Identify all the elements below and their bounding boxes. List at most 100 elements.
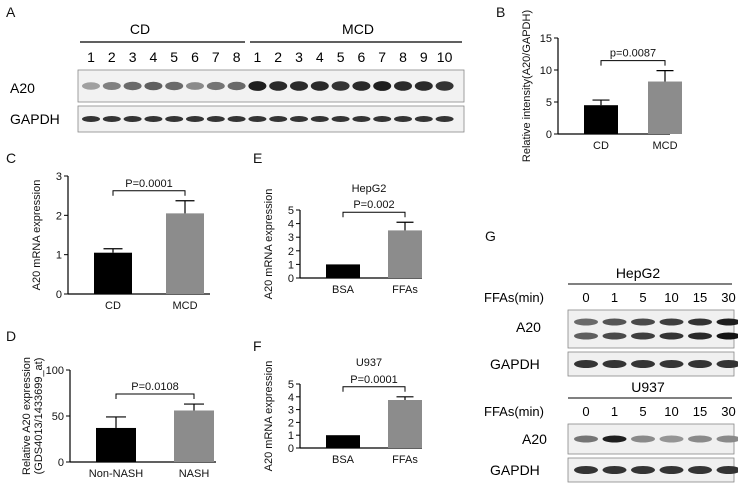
blot-a-gapdh-band-mcd-9 — [414, 116, 433, 122]
chart-d-xlabel-nash: NASH — [179, 468, 210, 480]
chart-b-bar-mcd — [648, 81, 682, 134]
blot-g-u937-gapdh-band-15 — [688, 466, 712, 474]
blot-a-a20-band-cd-3 — [123, 81, 142, 91]
blot-a-gapdh-band-mcd-10 — [435, 116, 454, 122]
blot-a-lane-cd-6: 6 — [191, 49, 199, 65]
chart-f-ytick-label-3: 3 — [288, 405, 294, 417]
blot-a-row-gapdh: GAPDH — [10, 111, 60, 127]
chart-c-ytick-label-0: 0 — [56, 289, 62, 301]
blot-a-a20-band-mcd-10 — [435, 81, 454, 91]
blot-g-u937-title: U937 — [631, 379, 665, 395]
blot-g-u937-timepoint-0: 0 — [582, 404, 589, 419]
blot-a-gapdh-band-mcd-4 — [310, 116, 329, 122]
chart-b-ytick-label-10: 10 — [540, 65, 552, 77]
blot-g-u937-gapdh-band-5 — [631, 466, 655, 474]
blot-g-hepg2-gapdh-band-10 — [659, 360, 684, 368]
blot-a-gapdh-band-cd-8 — [227, 116, 246, 122]
chart-e-pvalue: P=0.002 — [353, 199, 394, 211]
chart-f-ytick-label-0: 0 — [288, 443, 294, 455]
blot-a-lane-cd-7: 7 — [212, 49, 220, 65]
blot-a-lane-mcd-9: 9 — [420, 49, 428, 65]
chart-e-ylabel: A20 mRNA expression — [263, 189, 275, 300]
blot-g-hepg2-timepoint-1: 1 — [611, 290, 618, 305]
blot-g-hepg2-a20-band-5 — [631, 318, 655, 326]
blot-a-group-mcd: MCD — [342, 21, 374, 37]
chart-d-ytick-label-100: 100 — [46, 365, 64, 377]
blot-a-a20-band-cd-6 — [186, 82, 204, 90]
blot-g-u937-a20-band-5 — [631, 435, 655, 443]
blot-a-gapdh-band-mcd-2 — [269, 116, 288, 122]
blot-g-hepg2-timepoint-10: 10 — [664, 290, 678, 305]
blot-a-a20-band-cd-2 — [102, 82, 121, 90]
chart-b-pvalue: p=0.0087 — [610, 48, 656, 60]
blot-a: CD MCD 1 2 3 4 5 6 7 8 1 2 3 4 5 6 7 8 9 10 A20 GAPDH — [10, 21, 465, 133]
chart-c-sig-bracket — [112, 190, 186, 196]
blot-g: HepG2 FFAs(min) 0 1 5 10 15 30 A20 GAPDH U937… — [484, 265, 738, 483]
chart-e-bar-bsa — [326, 264, 360, 278]
chart-f-ytick-label-1: 1 — [288, 430, 294, 442]
blot-g-u937-gapdh-band-0 — [574, 466, 598, 474]
blot-g-hepg2-timepoint-5: 5 — [639, 290, 646, 305]
blot-g-hepg2-timepoint-0: 0 — [582, 290, 589, 305]
blot-a-lane-mcd-2: 2 — [274, 49, 282, 65]
chart-e-sig-bracket — [342, 211, 406, 218]
blot-g-u937-row-gapdh: GAPDH — [490, 462, 540, 478]
blot-a-a20-band-cd-4 — [144, 81, 163, 91]
blot-a-a20-band-mcd-2 — [269, 81, 288, 91]
chart-f-bar-ffas — [388, 400, 422, 448]
blot-g-hepg2-timepoint-15: 15 — [693, 290, 707, 305]
chart-d-ytick-label-0: 0 — [58, 457, 64, 469]
blot-a-gapdh-band-cd-2 — [102, 116, 121, 122]
blot-a-lane-cd-1: 1 — [87, 49, 95, 65]
chart-c-ylabel: A20 mRNA expression — [31, 180, 43, 291]
blot-g-hepg2-a20-band-0 — [574, 318, 598, 326]
blot-a-a20-band-mcd-3 — [290, 81, 308, 91]
chart-d-xlabel-non-nash: Non-NASH — [89, 468, 143, 480]
blot-g-u937-timepoint-10: 10 — [664, 404, 678, 419]
panel-label-d: D — [6, 328, 17, 344]
chart-f-ytick-label-4: 4 — [288, 392, 294, 404]
blot-a-gapdh-band-cd-4 — [144, 116, 163, 122]
blot-a-lane-mcd-8: 8 — [399, 49, 407, 65]
blot-a-a20-band-cd-7 — [206, 81, 225, 91]
blot-a-a20-band-cd-5 — [165, 81, 184, 91]
chart-d-sig-bracket — [115, 393, 195, 400]
blot-a-group-cd: CD — [130, 21, 150, 37]
blot-g-u937-gapdh-band-30 — [716, 466, 738, 474]
blot-g-hepg2-title: HepG2 — [616, 265, 661, 281]
chart-b-ylabel: Relative intensity(A20/GAPDH) — [521, 10, 533, 162]
blot-a-gapdh-band-mcd-3 — [290, 116, 308, 122]
blot-a-a20-band-cd-1 — [82, 82, 100, 90]
chart-b: 0 5 10 15 Relative intensity(A20/GAPDH) CD MCD… — [521, 10, 682, 162]
blot-a-lane-mcd-6: 6 — [358, 49, 366, 65]
blot-a-lane-mcd-3: 3 — [295, 49, 303, 65]
blot-g-hepg2-row-gapdh: GAPDH — [490, 356, 540, 372]
blot-g-hepg2-a20-band-15 — [688, 318, 712, 326]
blot-a-a20-band-mcd-6 — [352, 81, 371, 91]
blot-g-hepg2-gapdh-band-0 — [574, 360, 598, 368]
chart-e-xlabel-ffas: FFAs — [392, 284, 418, 296]
chart-c-xlabel-cd: CD — [105, 300, 121, 312]
blot-g-hepg2-timepoint-30: 30 — [721, 290, 735, 305]
blot-a-lane-mcd-5: 5 — [337, 49, 345, 65]
chart-b-xlabel-cd: CD — [593, 140, 609, 152]
blot-g-hepg2-a20-lower-band-15 — [688, 332, 712, 340]
blot-g-hepg2-a20-lower-band-1 — [602, 332, 627, 340]
blot-g-hepg2-gapdh-band-15 — [688, 360, 712, 368]
panel-label-b: B — [496, 4, 506, 20]
blot-a-gapdh-band-mcd-8 — [394, 116, 412, 122]
chart-c-ytick-label-1: 1 — [56, 250, 62, 262]
blot-g-hepg2-a20-lower-band-30 — [716, 332, 738, 340]
blot-a-a20-band-mcd-9 — [414, 81, 433, 91]
chart-c-pvalue: P=0.0001 — [125, 178, 172, 190]
chart-e-bar-ffas — [388, 230, 422, 278]
chart-b-xlabel-mcd: MCD — [652, 140, 677, 152]
chart-f-title: U937 — [356, 357, 382, 369]
blot-a-lane-cd-3: 3 — [129, 49, 137, 65]
chart-b-bar-cd — [584, 105, 618, 134]
blot-g-u937-a20-band-1 — [602, 435, 627, 443]
chart-d: 0 50 100 Relative A20 expression (GDS4013/14… — [21, 357, 216, 480]
blot-a-a20-band-mcd-8 — [394, 81, 412, 91]
chart-f-ytick-label-5: 5 — [288, 379, 294, 391]
blot-g-u937-timepoint-1: 1 — [611, 404, 618, 419]
